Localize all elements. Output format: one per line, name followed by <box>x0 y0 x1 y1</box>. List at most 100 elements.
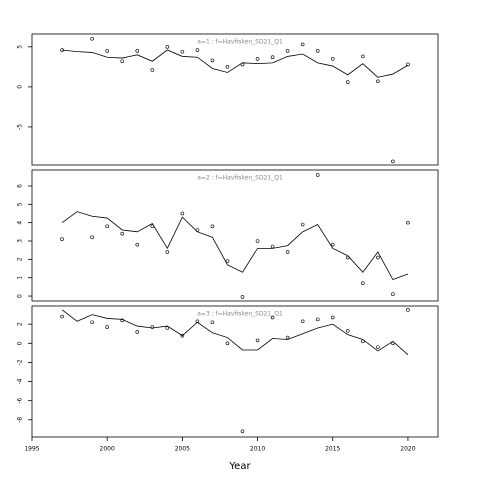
observation <box>300 319 305 324</box>
observation <box>270 55 275 60</box>
y-tick-label: 0 <box>17 341 24 345</box>
fit-line <box>61 309 409 356</box>
y-tick-label: 2 <box>17 322 24 326</box>
observation <box>180 333 185 338</box>
y-tick-label: 5 <box>17 45 24 49</box>
observation <box>240 429 245 434</box>
observation <box>255 239 260 243</box>
observation <box>210 224 215 229</box>
observation <box>135 330 140 334</box>
x-tick-label: 2000 <box>100 446 115 453</box>
observation <box>270 244 275 249</box>
panel-frame <box>31 305 439 438</box>
observation <box>376 255 380 260</box>
observation <box>315 49 320 53</box>
observation <box>406 62 410 67</box>
panel-title: a=2 : f=Havfisken_SD21_Q1 <box>197 175 283 182</box>
observation <box>195 228 200 232</box>
observation <box>60 48 64 52</box>
observation <box>391 292 395 297</box>
observation <box>120 231 125 236</box>
observation <box>120 59 125 64</box>
observation <box>315 317 320 322</box>
panel-frame <box>31 33 439 166</box>
observation <box>330 242 335 247</box>
y-tick-label: 2 <box>17 257 24 261</box>
observation <box>406 308 410 312</box>
observation <box>165 45 170 49</box>
panel-title: a=3 : f=Havfisken_SD21_Q1 <box>197 311 283 318</box>
observation <box>150 224 155 229</box>
y-tick-label: -2 <box>17 359 24 365</box>
panel-frame <box>31 169 439 302</box>
observation <box>315 173 320 177</box>
observation <box>330 315 335 320</box>
observation <box>105 224 109 229</box>
y-tick-label: 6 <box>17 184 24 188</box>
observation <box>345 329 350 333</box>
observation <box>210 320 215 325</box>
observation <box>120 318 125 323</box>
observation <box>165 250 170 254</box>
observation <box>255 57 260 61</box>
observation <box>270 315 275 320</box>
observation <box>150 68 155 72</box>
x-tick-label: 2015 <box>325 446 340 453</box>
fit-line <box>61 211 409 281</box>
y-tick-label: -4 <box>17 378 24 384</box>
observation <box>376 79 380 84</box>
y-tick-label: 1 <box>17 276 24 280</box>
observation <box>330 57 335 61</box>
observation <box>240 62 245 67</box>
observation <box>285 49 290 53</box>
observation <box>105 49 109 53</box>
observation <box>285 335 290 340</box>
y-tick-label: 3 <box>17 239 24 243</box>
y-tick-label: 0 <box>17 294 24 298</box>
observation <box>345 80 350 84</box>
observation <box>135 242 140 247</box>
observation <box>376 345 380 349</box>
observation <box>300 42 305 47</box>
y-tick-label: -6 <box>17 397 24 403</box>
observation <box>225 259 230 263</box>
y-tick-label: 4 <box>17 221 24 225</box>
x-tick-label: 2005 <box>175 446 190 453</box>
observation <box>105 325 109 329</box>
observation <box>165 326 170 330</box>
observation <box>361 339 365 344</box>
y-tick-label: 5 <box>17 202 24 206</box>
observation <box>180 49 185 54</box>
fit-line <box>62 49 409 78</box>
observation <box>225 65 230 69</box>
observation <box>240 295 245 299</box>
y-tick-label: -5 <box>17 124 24 130</box>
observation <box>90 320 94 325</box>
y-tick-label: -8 <box>17 417 24 423</box>
observation <box>361 281 365 286</box>
observation <box>406 220 410 225</box>
observation <box>150 325 155 329</box>
observation <box>60 314 64 319</box>
observation <box>285 250 290 254</box>
observation <box>90 235 94 240</box>
x-tick-label: 1995 <box>24 446 39 453</box>
observation <box>300 222 305 227</box>
observation <box>391 159 395 164</box>
observation <box>391 341 395 346</box>
observation <box>180 211 185 216</box>
observation <box>361 54 365 59</box>
y-tick-label: 0 <box>17 85 24 89</box>
observation <box>90 37 94 41</box>
observation <box>195 319 200 324</box>
observation <box>210 58 215 63</box>
x-tick-label: 2020 <box>400 446 415 453</box>
x-axis-label: Year <box>228 461 251 472</box>
observation <box>135 49 140 53</box>
observation <box>225 341 230 346</box>
x-tick-label: 2010 <box>250 446 265 453</box>
observation <box>255 338 260 343</box>
observation <box>195 48 200 52</box>
